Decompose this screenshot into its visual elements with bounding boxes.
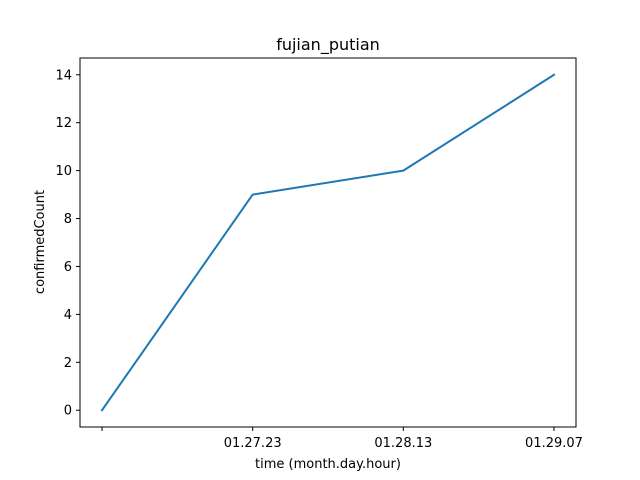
y-tick-label-1: 2 [64,356,72,371]
y-tick-label-2: 4 [64,308,72,323]
y-axis-label: confirmedCount [33,190,48,294]
x-tick-label-3: 01.29.07 [525,436,583,451]
y-tick-label-3: 6 [64,260,72,275]
x-tick-label-1: 01.27.23 [224,436,282,451]
chart-title: fujian_putian [276,35,380,55]
y-tick-label-0: 0 [64,404,72,419]
x-tick-label-2: 01.28.13 [374,436,432,451]
x-axis-label: time (month.day.hour) [255,457,401,472]
axes-frame [79,57,577,428]
series-line-0 [100,73,556,412]
y-tick-label-4: 8 [64,212,72,227]
y-tick-label-5: 10 [55,164,72,179]
y-tick-label-7: 14 [55,68,72,83]
y-tick-label-6: 12 [55,116,72,131]
plot-area: 0 2 4 6 8 10 12 14 01.27.23 01.28.13 01.29.07 [55,68,582,451]
